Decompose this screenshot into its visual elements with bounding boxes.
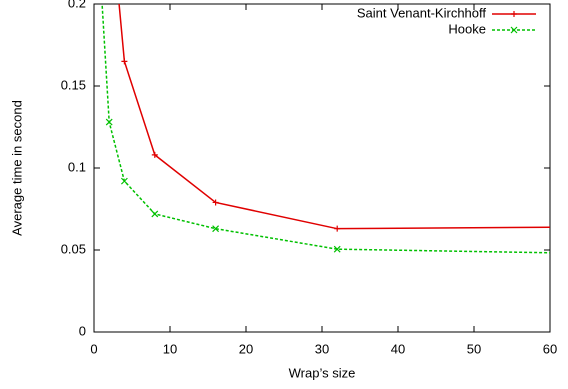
point-marker [212, 225, 220, 233]
y-tick-label: 0 [79, 323, 86, 338]
x-tick-label: 30 [315, 341, 329, 356]
legend-label: Saint Venant-Kirchhoff [357, 5, 487, 20]
point-marker [334, 225, 341, 232]
point-marker [511, 11, 517, 17]
x-tick-label: 60 [543, 341, 557, 356]
x-axis-label: Wrap’s size [289, 365, 356, 380]
point-marker [120, 177, 128, 185]
point-marker [151, 151, 158, 158]
x-tick-label: 40 [391, 341, 405, 356]
point-marker [105, 118, 113, 126]
plot-area [101, 4, 550, 254]
y-axis-label: Average time in second [9, 100, 24, 236]
y-tick-label: 0.15 [61, 77, 86, 92]
point-marker [151, 210, 159, 218]
point-marker [333, 245, 341, 253]
plot-border [93, 3, 551, 333]
x-tick-label: 50 [467, 341, 481, 356]
legend-label: Hooke [448, 21, 486, 36]
x-tick-label: 20 [239, 341, 253, 356]
point-marker [121, 58, 128, 65]
x-tick-label: 10 [163, 341, 177, 356]
y-tick-label: 0.1 [68, 159, 86, 174]
point-marker [212, 199, 219, 206]
y-tick-label: 0.2 [68, 0, 86, 10]
x-tick-label: 0 [90, 341, 97, 356]
series-line [101, 4, 550, 254]
series-line [118, 4, 550, 230]
y-tick-label: 0.05 [61, 241, 86, 256]
point-marker [510, 26, 518, 34]
